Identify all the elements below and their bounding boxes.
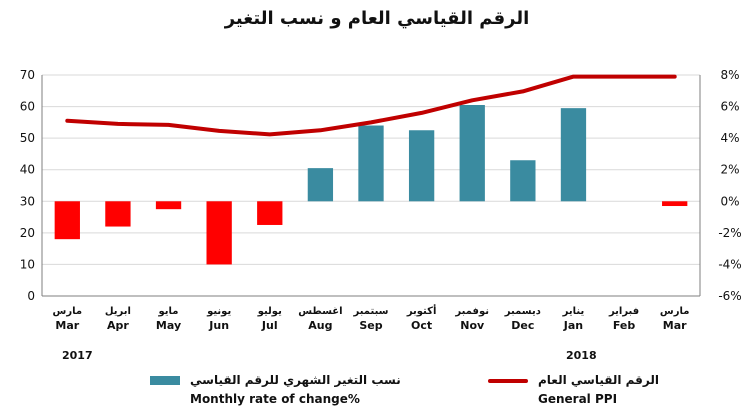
x-tick-label-ar: يونيو: [206, 306, 231, 317]
y-tick-label-right: 0%: [720, 194, 739, 208]
x-tick-label-en: Sep: [359, 319, 382, 332]
x-tick-label-ar: مارس: [660, 306, 690, 317]
x-tick-label-ar: يوليو: [257, 306, 282, 317]
x-tick-label-en: Aug: [308, 319, 332, 332]
year-label-start: 2017: [62, 349, 93, 362]
bar: [257, 201, 283, 225]
legend-label-bar-ar: نسب التغير الشهري للرقم القياسي: [190, 373, 401, 387]
y-tick-label-right: 6%: [720, 100, 739, 114]
y-tick-label-left: 0: [27, 289, 35, 303]
x-tick-label-ar: مايو: [158, 306, 179, 317]
legend-swatch-line: [488, 379, 528, 383]
x-tick-label-ar: مارس: [53, 306, 83, 317]
x-tick-label-ar: نوفمبر: [454, 306, 489, 317]
legend-swatch-bar: [150, 376, 180, 385]
y-tick-label-right: -6%: [718, 289, 741, 303]
x-tick-label-en: Mar: [55, 319, 79, 332]
x-tick-label-ar: سبتمبر: [352, 306, 388, 317]
y-tick-label-left: 50: [20, 131, 35, 145]
x-tick-label-en: Mar: [663, 319, 687, 332]
bar: [459, 104, 485, 202]
legend-label-bar-en: Monthly rate of change%: [190, 392, 360, 406]
bar: [307, 168, 334, 202]
ppi-line: [65, 74, 677, 137]
y-tick-label-right: 4%: [720, 131, 739, 145]
year-label-end: 2018: [566, 349, 597, 362]
legend-label-line-ar: الرقم القياسي العام: [538, 373, 660, 387]
bar: [510, 160, 536, 202]
x-tick-label-ar: اغسطس: [298, 306, 342, 317]
x-tick-label-en: Dec: [511, 319, 534, 332]
y-tick-label-right: 8%: [720, 68, 739, 82]
x-tick-label-en: Jun: [208, 319, 229, 332]
x-tick-label-en: Feb: [613, 319, 636, 332]
bar: [560, 108, 587, 202]
bar: [105, 201, 131, 227]
y-tick-label-right: -4%: [718, 257, 741, 271]
x-tick-label-en: Oct: [411, 319, 432, 332]
y-tick-label-left: 20: [20, 226, 35, 240]
bar: [155, 201, 182, 210]
bar: [662, 201, 688, 207]
x-tick-label-ar: ديسمبر: [504, 306, 541, 317]
y-tick-label-right: 2%: [720, 163, 739, 177]
bar: [358, 125, 384, 202]
bar: [408, 130, 435, 202]
x-tick-label-en: Jan: [563, 319, 583, 332]
y-tick-label-left: 30: [20, 194, 35, 208]
x-tick-label-ar: فبراير: [608, 306, 639, 317]
x-tick-label-en: Apr: [107, 319, 129, 332]
y-tick-label-left: 40: [20, 163, 35, 177]
y-tick-label-left: 70: [20, 68, 35, 82]
x-tick-label-en: May: [156, 319, 181, 332]
y-tick-label-left: 10: [20, 257, 35, 271]
x-tick-label-ar: ابريل: [105, 306, 131, 317]
x-tick-label-ar: أكتوبر: [406, 304, 437, 317]
x-tick-label-ar: يناير: [562, 306, 585, 317]
bar: [54, 201, 80, 240]
legend-label-line-en: General PPI: [538, 392, 618, 406]
chart-title: الرقم القياسي العام و نسب التغير: [224, 8, 530, 29]
y-tick-label-left: 60: [20, 100, 35, 114]
y-tick-label-right: -2%: [718, 226, 741, 240]
bar: [206, 201, 232, 265]
x-tick-label-en: Jul: [261, 319, 278, 332]
x-tick-label-en: Nov: [460, 319, 485, 332]
